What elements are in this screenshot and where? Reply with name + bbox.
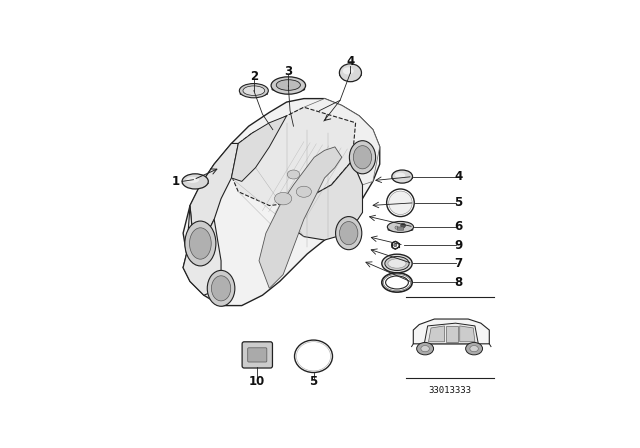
Ellipse shape: [387, 221, 413, 233]
Text: 5: 5: [454, 196, 463, 209]
Text: 4: 4: [346, 55, 355, 68]
Polygon shape: [228, 107, 356, 206]
Text: 1: 1: [172, 175, 180, 188]
Polygon shape: [460, 326, 475, 342]
FancyBboxPatch shape: [242, 342, 273, 368]
Ellipse shape: [339, 64, 362, 82]
Text: 4: 4: [454, 170, 463, 183]
Ellipse shape: [353, 146, 372, 169]
Ellipse shape: [392, 170, 413, 183]
Text: 7: 7: [454, 257, 463, 270]
Ellipse shape: [189, 228, 211, 259]
Ellipse shape: [349, 141, 376, 174]
Ellipse shape: [466, 342, 483, 355]
Ellipse shape: [388, 259, 406, 268]
Ellipse shape: [385, 257, 409, 271]
Ellipse shape: [271, 77, 305, 94]
Ellipse shape: [182, 174, 208, 189]
Circle shape: [395, 226, 398, 229]
Ellipse shape: [240, 92, 268, 95]
Polygon shape: [424, 323, 478, 344]
Ellipse shape: [421, 345, 429, 352]
Polygon shape: [190, 143, 238, 244]
Polygon shape: [183, 99, 380, 306]
Polygon shape: [413, 319, 490, 344]
Ellipse shape: [186, 177, 199, 183]
Ellipse shape: [339, 73, 362, 77]
Circle shape: [401, 223, 405, 228]
Ellipse shape: [287, 170, 300, 179]
Polygon shape: [259, 147, 342, 289]
Ellipse shape: [395, 172, 405, 178]
Ellipse shape: [340, 222, 358, 245]
Ellipse shape: [335, 216, 362, 250]
Polygon shape: [232, 116, 287, 181]
Text: 10: 10: [249, 375, 266, 388]
Circle shape: [394, 244, 397, 247]
Ellipse shape: [239, 83, 268, 98]
Text: 3: 3: [284, 65, 292, 78]
Ellipse shape: [243, 86, 265, 95]
Ellipse shape: [342, 67, 354, 74]
Ellipse shape: [182, 181, 208, 185]
Polygon shape: [290, 161, 362, 240]
Ellipse shape: [417, 342, 433, 355]
Ellipse shape: [296, 186, 312, 197]
Polygon shape: [183, 206, 221, 295]
Ellipse shape: [207, 271, 235, 306]
Ellipse shape: [275, 193, 292, 205]
Ellipse shape: [294, 340, 333, 372]
Ellipse shape: [392, 177, 413, 180]
Ellipse shape: [382, 254, 412, 273]
FancyBboxPatch shape: [248, 348, 267, 362]
Text: 9: 9: [454, 239, 463, 252]
Polygon shape: [429, 326, 445, 342]
Text: 6: 6: [454, 220, 463, 233]
FancyBboxPatch shape: [397, 227, 404, 230]
Ellipse shape: [276, 80, 300, 90]
Circle shape: [388, 191, 412, 215]
Polygon shape: [446, 326, 458, 342]
Ellipse shape: [211, 276, 231, 301]
Text: 8: 8: [454, 276, 463, 289]
Text: 2: 2: [250, 70, 258, 83]
Ellipse shape: [470, 345, 478, 352]
Text: 5: 5: [309, 375, 317, 388]
Ellipse shape: [185, 221, 216, 266]
Polygon shape: [232, 99, 380, 185]
Ellipse shape: [272, 87, 305, 91]
Circle shape: [387, 189, 414, 216]
Ellipse shape: [388, 228, 413, 231]
Text: 33013333: 33013333: [428, 386, 471, 395]
